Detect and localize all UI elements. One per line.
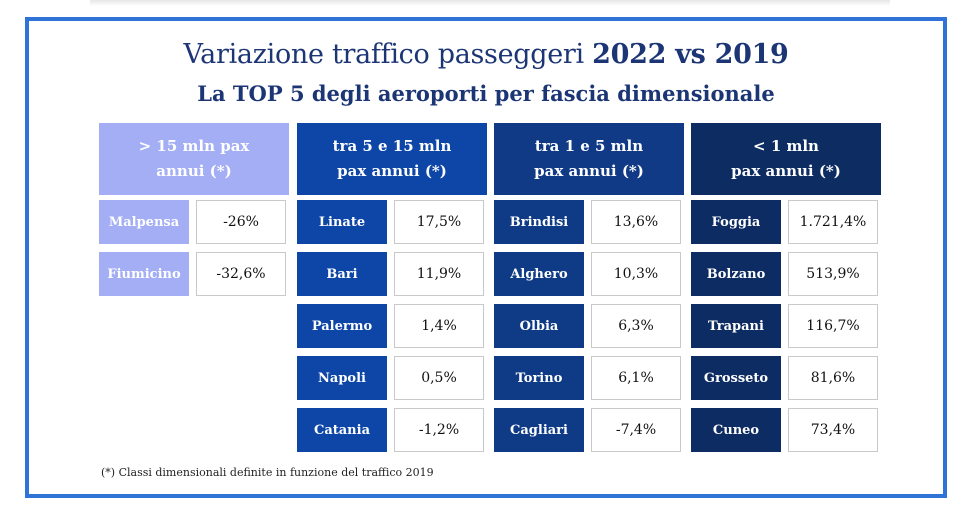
traffic-change-value: 1,4% [394, 304, 484, 348]
slide-subtitle: La TOP 5 degli aeroporti per fascia dime… [197, 81, 775, 106]
airport-name: Linate [297, 200, 387, 244]
airport-name: Bari [297, 252, 387, 296]
traffic-change-value: 1.721,4% [788, 200, 878, 244]
traffic-change-value: 11,9% [394, 252, 484, 296]
traffic-change-value: 81,6% [788, 356, 878, 400]
footnote: (*) Classi dimensionali definite in funz… [101, 466, 434, 479]
category-header-2: tra 5 e 15 mln pax annui (*) [297, 123, 487, 195]
traffic-change-value: -1,2% [394, 408, 484, 452]
top-shadow [90, 0, 890, 6]
airport-name: Fiumicino [99, 252, 189, 296]
airport-name: Cuneo [691, 408, 781, 452]
traffic-change-value: 13,6% [591, 200, 681, 244]
airport-name: Brindisi [494, 200, 584, 244]
traffic-change-value: 10,3% [591, 252, 681, 296]
airport-name: Alghero [494, 252, 584, 296]
slide-title: Variazione traffico passeggeri 2022 vs 2… [29, 39, 943, 70]
title-years: 2022 vs 2019 [592, 39, 789, 70]
traffic-change-value: 0,5% [394, 356, 484, 400]
category-header-1: > 15 mln pax annui (*) [99, 123, 289, 195]
traffic-change-value: -26% [196, 200, 286, 244]
airport-name: Torino [494, 356, 584, 400]
traffic-change-value: 116,7% [788, 304, 878, 348]
airport-name: Grosseto [691, 356, 781, 400]
airport-name: Malpensa [99, 200, 189, 244]
title-prefix: Variazione traffico passeggeri [183, 39, 593, 70]
airport-name: Cagliari [494, 408, 584, 452]
airport-name: Olbia [494, 304, 584, 348]
airport-name: Napoli [297, 356, 387, 400]
airport-name: Trapani [691, 304, 781, 348]
category-header-4: < 1 mln pax annui (*) [691, 123, 881, 195]
traffic-change-value: -32,6% [196, 252, 286, 296]
traffic-change-value: 6,1% [591, 356, 681, 400]
traffic-change-value: 6,3% [591, 304, 681, 348]
slide-frame: Variazione traffico passeggeri 2022 vs 2… [25, 17, 947, 498]
traffic-change-value: 513,9% [788, 252, 878, 296]
airport-name: Catania [297, 408, 387, 452]
airport-name: Foggia [691, 200, 781, 244]
airport-name: Bolzano [691, 252, 781, 296]
traffic-change-value: 73,4% [788, 408, 878, 452]
traffic-change-value: 17,5% [394, 200, 484, 244]
airport-name: Palermo [297, 304, 387, 348]
category-header-3: tra 1 e 5 mln pax annui (*) [494, 123, 684, 195]
traffic-change-value: -7,4% [591, 408, 681, 452]
